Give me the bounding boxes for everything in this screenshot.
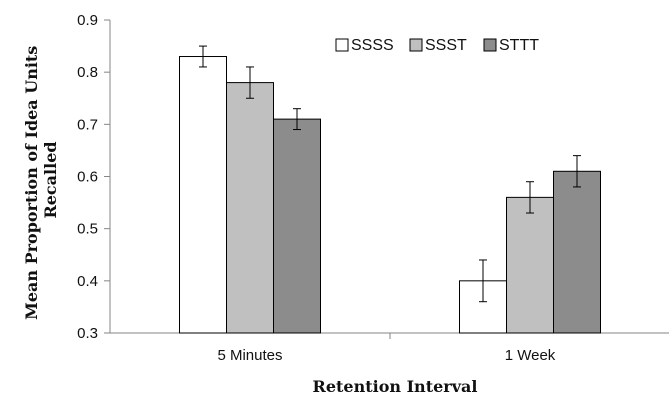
legend-swatch-ssst [409, 38, 423, 52]
y-axis-title-line-2: Recalled [41, 141, 60, 218]
bar-sttt-1-week [553, 170, 601, 334]
legend-swatch-sttt [483, 38, 497, 52]
y-axis-title: Mean Proportion of Idea Units Recalled [22, 40, 60, 320]
y-tick-label: 0.6 [77, 169, 98, 186]
svg-text:Mean Proportion of Idea Units: Mean Proportion of Idea Units Recalled [22, 40, 60, 320]
legend: SSSS SSST STTT [335, 37, 539, 54]
y-tick-label: 0.5 [77, 221, 98, 238]
bar-ssst-1-week [506, 196, 554, 334]
y-tick-label: 0.8 [77, 64, 98, 81]
legend-label-sttt: STTT [499, 37, 539, 54]
error-bars [199, 45, 581, 303]
x-axis-title: Retention Interval [313, 377, 478, 396]
legend-swatch-ssss [335, 38, 349, 52]
bar-ssss-5-minutes [179, 56, 227, 334]
bar-ssst-5-minutes [226, 82, 274, 334]
legend-label-ssss: SSSS [351, 37, 394, 54]
y-tick-label: 0.4 [77, 273, 98, 290]
y-axis-title-line-1: Mean Proportion of Idea Units [22, 46, 41, 320]
x-tick-label: 5 Minutes [217, 347, 282, 364]
legend-label-ssst: SSST [425, 37, 467, 54]
y-tick-label: 0.9 [77, 12, 98, 29]
bars [179, 56, 601, 334]
y-axis: 0.3 0.4 0.5 0.6 0.7 0.8 0.9 [77, 12, 111, 342]
bar-sttt-5-minutes [273, 118, 321, 334]
x-tick-label: 1 Week [505, 347, 556, 364]
x-axis: 5 Minutes 1 Week [110, 332, 669, 364]
y-tick-label: 0.7 [77, 116, 98, 133]
y-tick-label: 0.3 [77, 325, 98, 342]
